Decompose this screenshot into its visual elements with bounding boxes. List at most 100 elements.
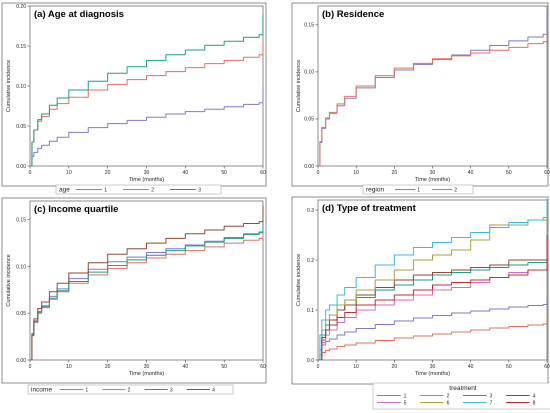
x-tick-label: 20: [392, 170, 398, 176]
legend: region 1 2: [362, 184, 474, 195]
series-line-2: [30, 229, 264, 360]
legend-title: income: [31, 387, 52, 394]
legend-box: [362, 184, 474, 195]
series-line-3: [30, 210, 264, 360]
legend-label-1: 1: [417, 188, 420, 194]
x-tick-label: 40: [183, 170, 189, 176]
x-tick-label: 30: [144, 364, 150, 370]
y-tick-label: 0.2: [307, 258, 314, 264]
x-tick-label: 10: [66, 364, 72, 370]
panel-d: (d) Type of treatment 0 10 20 30 40 50 60 0.0 0.1…: [291, 196, 550, 410]
y-axis-label: Cumulative incidence: [296, 60, 302, 112]
legend-label-8: 8: [533, 401, 536, 407]
y-axis-label: Cumulative incidence: [296, 254, 302, 306]
y-axis-label: Cumulative incidence: [6, 60, 12, 112]
x-tick-label: 50: [221, 170, 227, 176]
x-tick-label: 60: [260, 170, 266, 176]
series-line-1: [30, 219, 264, 360]
y-tick-label: 0.10: [16, 84, 26, 90]
series-line-1: [30, 86, 264, 166]
x-tick-label: 20: [105, 364, 111, 370]
legend-label-7: 7: [490, 401, 493, 407]
series-line-3: [30, 14, 264, 166]
legend: age 1 2 3: [55, 184, 222, 195]
series-line-4: [30, 205, 264, 360]
y-tick-label: 0.3: [307, 208, 314, 214]
legend-label-2: 2: [151, 188, 154, 194]
series-line-1: [318, 300, 548, 360]
x-tick-label: 40: [468, 364, 474, 370]
legend-label-1: 1: [85, 388, 88, 394]
x-tick-label: 50: [506, 364, 512, 370]
panel-frame: [1, 2, 267, 187]
x-axis-label: Time (months): [129, 177, 164, 183]
legend: treatment 1 2 3 4 5 6 7 8: [372, 382, 550, 410]
y-tick-label: 0.05: [16, 311, 26, 317]
legend-title: treatment: [449, 385, 477, 392]
legend-title: region: [366, 187, 384, 194]
chart-title: (c) Income quartile: [34, 204, 118, 215]
y-tick-label: 0.20: [16, 4, 26, 10]
panel-frame: [291, 2, 549, 187]
x-tick-label: 50: [221, 364, 227, 370]
legend-label-2: 2: [128, 388, 131, 394]
legend-label-4: 4: [533, 394, 536, 400]
y-tick-label: 0.05: [16, 124, 26, 130]
series-line-4: [318, 235, 548, 360]
x-axis-label: Time (months): [415, 177, 450, 183]
y-axis-label: Cumulative incidence: [6, 254, 12, 306]
x-tick-label: 0: [317, 364, 320, 370]
x-tick-label: 20: [392, 364, 398, 370]
chart-title: (b) Residence: [322, 9, 384, 20]
x-axis-label: Time (months): [129, 371, 164, 377]
series-line-2: [318, 34, 548, 166]
y-tick-label: 0.15: [16, 44, 26, 50]
panel-b: (b) Residence 0 10 20 30 40 50 60 0.00 0.05 0.10 0.…: [291, 2, 550, 195]
chart-title: (a) Age at diagnosis: [34, 9, 124, 20]
x-tick-label: 60: [544, 364, 550, 370]
legend-label-6: 6: [447, 401, 450, 407]
plot-area: [29, 200, 264, 361]
series-line-1: [318, 10, 548, 166]
panel-a: (a) Age at diagnosis 0 10 20 30 40 50 60 0.00 0.0…: [1, 2, 267, 195]
x-tick-label: 50: [506, 170, 512, 176]
plot-area: [317, 5, 548, 167]
series-line-7: [318, 199, 548, 360]
y-tick-label: 0.10: [16, 264, 26, 270]
y-tick-label: 0.15: [16, 218, 26, 224]
legend-label-4: 4: [212, 388, 215, 394]
x-tick-label: 10: [353, 364, 359, 370]
plot-area: [29, 5, 264, 167]
y-tick-label: 0.0: [307, 358, 314, 364]
y-tick-label: 0.10: [304, 70, 314, 76]
legend-label-3: 3: [490, 394, 493, 400]
x-tick-label: 60: [544, 170, 550, 176]
x-tick-label: 40: [183, 364, 189, 370]
legend-label-1: 1: [404, 394, 407, 400]
x-tick-label: 0: [29, 170, 32, 176]
x-tick-label: 20: [105, 170, 111, 176]
y-tick-label: 0.1: [307, 308, 314, 314]
chart-title: (d) Type of treatment: [322, 203, 417, 214]
x-axis-label: Time (months): [415, 371, 450, 377]
legend-label-3: 3: [170, 388, 173, 394]
x-tick-label: 60: [260, 364, 266, 370]
series-line-2: [318, 312, 548, 360]
y-tick-label: 0.00: [16, 358, 26, 364]
y-tick-label: 0.00: [304, 164, 314, 170]
legend-label-5: 5: [404, 401, 407, 407]
legend-title: age: [59, 187, 70, 194]
x-tick-label: 0: [29, 364, 32, 370]
panel-c: (c) Income quartile 0 10 20 30 40 50 60 0.00 0.05…: [1, 197, 267, 395]
legend-label-2: 2: [454, 188, 457, 194]
legend-label-1: 1: [104, 188, 107, 194]
series-line-8: [318, 240, 548, 360]
x-tick-label: 30: [430, 364, 436, 370]
x-tick-label: 30: [144, 170, 150, 176]
x-tick-label: 0: [317, 170, 320, 176]
y-tick-label: 0.05: [304, 117, 314, 123]
panel-frame: [1, 197, 267, 384]
legend-label-2: 2: [447, 394, 450, 400]
legend: income 1 2 3 4: [27, 384, 234, 395]
